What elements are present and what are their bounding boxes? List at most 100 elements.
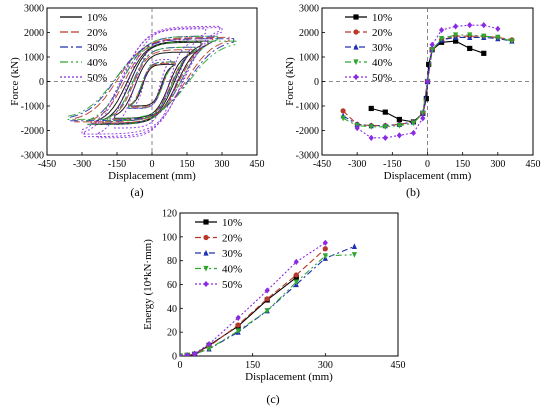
y-tick-label: 60	[167, 280, 177, 291]
legend-marker	[353, 59, 359, 66]
data-point	[396, 116, 402, 123]
x-tick-label: -150	[108, 159, 126, 170]
hysteresis-loop	[69, 38, 235, 122]
data-point	[509, 38, 515, 45]
panel-label: (a)	[130, 185, 143, 199]
x-tick-label: 0	[425, 159, 430, 170]
legend: 10% 20% 30% 40% 50%	[60, 12, 107, 84]
data-point	[481, 33, 487, 40]
y-tick-label: 20	[167, 328, 177, 339]
x-tick-label: 300	[318, 360, 333, 371]
hysteresis-loop	[67, 40, 237, 121]
y-axis-label: Energy (10⁴kN·mm)	[142, 239, 154, 330]
y-tick-label: 40	[167, 304, 177, 315]
y-tick-label: -1000	[21, 102, 44, 113]
y-tick-label: 0	[172, 352, 177, 363]
panel-label: (c)	[266, 392, 279, 406]
data-point	[322, 246, 328, 252]
legend-label: 10%	[372, 12, 392, 24]
data-point	[322, 239, 328, 246]
data-point	[368, 134, 374, 141]
hysteresis-loop	[90, 38, 214, 124]
data-point	[438, 36, 445, 42]
series-4	[354, 22, 501, 141]
data-point	[420, 110, 426, 117]
panel-label: (b)	[406, 185, 420, 199]
x-tick-label: -450	[313, 159, 331, 170]
data-point	[351, 243, 357, 249]
x-axis-label: Displacement (mm)	[108, 170, 196, 182]
data-point	[382, 134, 388, 141]
legend-label: 20%	[87, 27, 107, 39]
series-line	[180, 248, 326, 356]
data-point	[453, 23, 459, 30]
x-tick-label: 450	[391, 360, 406, 371]
data-point	[420, 115, 426, 122]
legend-marker	[203, 265, 209, 272]
data-point	[340, 108, 346, 114]
legend-marker	[353, 43, 359, 50]
legend: 10% 20% 30% 40% 50%	[345, 12, 392, 84]
y-tick-label: 2000	[24, 28, 44, 39]
chart-b: -450 -300 -150 0 150 300 450 -3000 -2000 -1000 0 10…	[284, 4, 541, 200]
series-0	[368, 38, 487, 125]
data-point	[495, 25, 501, 32]
data-point	[264, 296, 270, 302]
y-tick-label: 0	[39, 77, 44, 88]
data-point	[206, 346, 212, 352]
y-axis-label: Force (kN)	[284, 57, 296, 106]
legend-marker	[353, 29, 359, 35]
data-point	[467, 32, 473, 39]
series-line	[180, 242, 326, 356]
data-point	[191, 350, 198, 356]
data-point	[429, 41, 435, 48]
y-tick-label: -2000	[296, 126, 319, 137]
chart-c: 0 150 300 450 0 20 40 60 80 100 120 Displacement (m…	[142, 209, 406, 407]
series-4	[180, 239, 328, 356]
y-tick-label: 2000	[299, 28, 319, 39]
legend-label: 50%	[222, 279, 242, 291]
data-point	[264, 287, 270, 294]
data-point	[396, 132, 402, 139]
series-1	[180, 246, 328, 356]
data-point	[264, 308, 270, 314]
legend-marker	[203, 249, 209, 256]
y-tick-label: 0	[314, 77, 319, 88]
x-tick-label: 300	[215, 159, 230, 170]
legend-label: 20%	[222, 233, 242, 245]
x-tick-label: -300	[73, 159, 91, 170]
data-point	[351, 252, 357, 258]
data-point	[438, 26, 445, 34]
data-point	[293, 258, 299, 265]
data-point	[429, 47, 435, 53]
hysteresis-loop	[81, 27, 223, 135]
data-point	[322, 253, 328, 259]
y-tick-label: -2000	[21, 126, 44, 137]
x-tick-label: 450	[526, 159, 541, 170]
hysteresis-loop	[86, 35, 218, 125]
x-tick-label: 0	[178, 360, 183, 371]
chart-a: -450 -300 -150 0 150 300 450 -3000 -2000 -1000 0 10…	[9, 4, 265, 200]
legend-label: 30%	[87, 42, 107, 54]
data-point	[396, 123, 402, 129]
data-point	[410, 120, 417, 127]
x-tick-label: 150	[180, 159, 195, 170]
x-tick-label: 150	[455, 159, 470, 170]
y-tick-label: 120	[162, 209, 177, 220]
y-tick-label: 3000	[24, 4, 44, 15]
x-tick-label: 300	[490, 159, 505, 170]
data-point	[235, 322, 241, 328]
x-tick-label: 450	[250, 159, 265, 170]
x-tick-label: -150	[383, 159, 401, 170]
y-tick-label: -3000	[296, 151, 319, 162]
legend-marker	[203, 219, 209, 225]
data-point	[180, 352, 183, 356]
legend: 10% 20% 30% 40% 50%	[195, 217, 242, 291]
series-4	[81, 25, 223, 139]
y-tick-label: 100	[162, 232, 177, 243]
data-point	[235, 328, 241, 335]
legend-label: 20%	[372, 27, 392, 39]
legend-label: 10%	[87, 12, 107, 24]
data-point	[293, 272, 299, 278]
